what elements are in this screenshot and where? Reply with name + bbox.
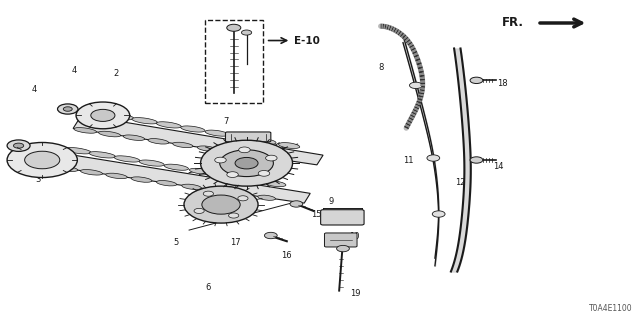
Ellipse shape: [254, 139, 276, 144]
Text: E-10: E-10: [294, 36, 321, 45]
Ellipse shape: [89, 152, 115, 158]
Ellipse shape: [197, 146, 217, 151]
Ellipse shape: [140, 160, 164, 166]
Ellipse shape: [132, 117, 157, 124]
Text: 5: 5: [173, 238, 179, 247]
Circle shape: [194, 208, 204, 213]
Circle shape: [76, 102, 130, 129]
Circle shape: [290, 201, 303, 207]
Text: 16: 16: [281, 251, 291, 260]
Text: 13: 13: [269, 162, 279, 171]
Text: FR.: FR.: [502, 17, 524, 29]
Text: 6: 6: [205, 283, 211, 292]
Ellipse shape: [205, 130, 228, 136]
Text: 7: 7: [223, 117, 229, 126]
Ellipse shape: [114, 156, 140, 162]
Ellipse shape: [264, 181, 286, 187]
Text: 10: 10: [349, 232, 359, 241]
Circle shape: [432, 211, 445, 217]
Circle shape: [220, 150, 273, 177]
Text: 17: 17: [243, 136, 254, 145]
Ellipse shape: [156, 180, 177, 186]
Ellipse shape: [164, 164, 189, 170]
Text: 11: 11: [403, 156, 413, 164]
Circle shape: [228, 213, 239, 218]
FancyBboxPatch shape: [324, 233, 357, 247]
Ellipse shape: [131, 177, 152, 182]
Circle shape: [239, 147, 250, 153]
Ellipse shape: [247, 153, 265, 158]
Ellipse shape: [189, 168, 213, 174]
Circle shape: [204, 191, 214, 196]
Ellipse shape: [222, 149, 241, 155]
Circle shape: [427, 155, 440, 161]
Circle shape: [470, 77, 483, 84]
Ellipse shape: [214, 172, 237, 179]
Polygon shape: [54, 153, 310, 203]
Circle shape: [258, 171, 269, 176]
Circle shape: [7, 142, 77, 178]
Ellipse shape: [278, 143, 300, 148]
Ellipse shape: [239, 177, 262, 183]
Text: 2: 2: [113, 69, 118, 78]
Ellipse shape: [207, 188, 226, 193]
Ellipse shape: [180, 126, 205, 132]
Circle shape: [410, 82, 422, 89]
Text: 12: 12: [455, 178, 466, 187]
FancyBboxPatch shape: [225, 132, 271, 142]
Circle shape: [227, 172, 238, 178]
Text: 9: 9: [328, 197, 333, 206]
Text: 8: 8: [379, 63, 384, 72]
Circle shape: [235, 157, 258, 169]
Text: 3: 3: [35, 175, 40, 184]
Ellipse shape: [258, 195, 275, 200]
Text: 19: 19: [350, 289, 360, 298]
Text: 17: 17: [230, 238, 241, 247]
Text: 15: 15: [312, 210, 322, 219]
Text: 14: 14: [493, 162, 504, 171]
Ellipse shape: [156, 122, 181, 128]
Circle shape: [264, 232, 277, 239]
Ellipse shape: [108, 113, 134, 120]
Ellipse shape: [74, 128, 97, 133]
Circle shape: [13, 143, 24, 148]
Circle shape: [227, 24, 241, 31]
Polygon shape: [73, 115, 323, 165]
Circle shape: [238, 196, 248, 201]
Ellipse shape: [106, 173, 127, 179]
Text: T0A4E1100: T0A4E1100: [589, 304, 633, 313]
Ellipse shape: [148, 139, 169, 144]
Circle shape: [470, 157, 483, 163]
Text: 1: 1: [279, 143, 284, 152]
Circle shape: [63, 107, 72, 111]
Ellipse shape: [271, 157, 289, 162]
Text: 4: 4: [31, 85, 36, 94]
Text: 4: 4: [72, 66, 77, 75]
Circle shape: [200, 140, 292, 186]
Circle shape: [337, 245, 349, 252]
Ellipse shape: [173, 142, 193, 148]
Ellipse shape: [124, 135, 145, 140]
Circle shape: [91, 109, 115, 121]
Circle shape: [58, 104, 78, 114]
Ellipse shape: [99, 131, 120, 137]
Circle shape: [266, 155, 277, 161]
Circle shape: [241, 30, 252, 35]
Circle shape: [7, 140, 30, 151]
Ellipse shape: [182, 184, 202, 189]
Ellipse shape: [81, 170, 102, 175]
Circle shape: [215, 157, 226, 163]
Ellipse shape: [232, 191, 251, 197]
Ellipse shape: [55, 166, 78, 172]
Ellipse shape: [83, 109, 110, 116]
Circle shape: [25, 151, 60, 169]
Text: 18: 18: [497, 79, 508, 88]
Ellipse shape: [64, 148, 91, 154]
FancyBboxPatch shape: [321, 210, 364, 225]
Ellipse shape: [230, 134, 252, 140]
Circle shape: [202, 195, 240, 214]
Circle shape: [184, 186, 258, 223]
